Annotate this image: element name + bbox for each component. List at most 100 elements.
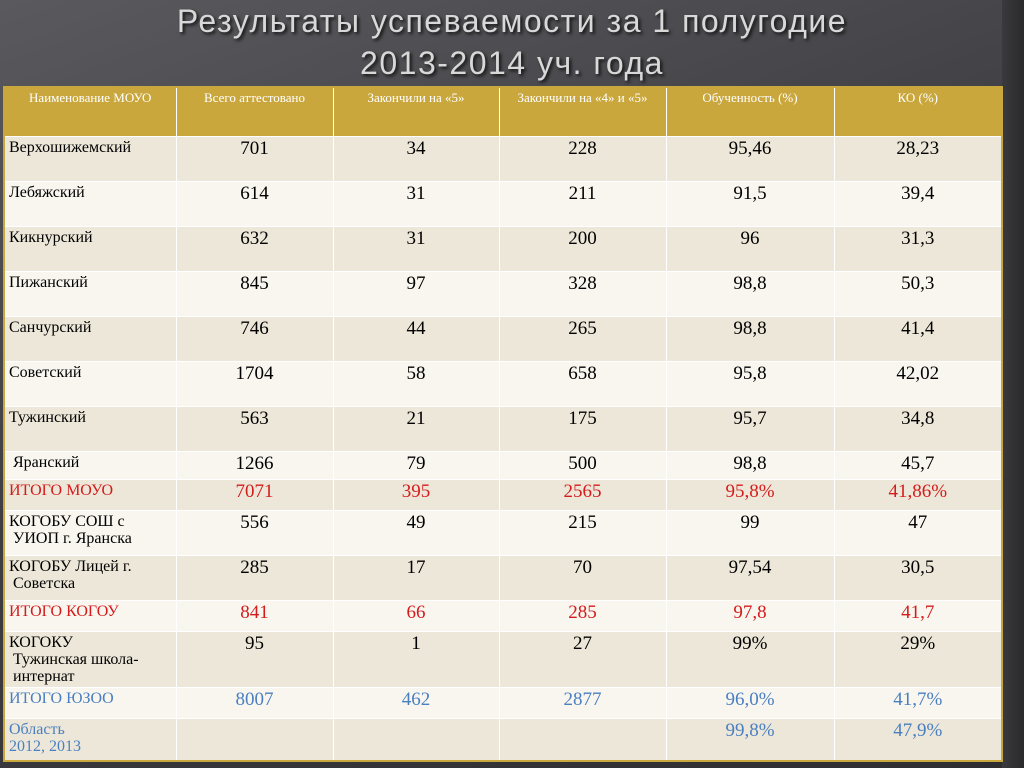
header-total: Всего аттестовано [175,86,334,137]
cell-four-five: 27 [498,631,667,688]
cell-ko: 42,02 [833,361,1003,407]
cell-ko: 47,9% [833,718,1003,762]
cell-learned: 97,54 [665,555,835,601]
row-name-line-3: интернат [13,668,75,685]
slide-side-bar [1002,0,1024,768]
cell-four-five: 2565 [498,479,667,511]
row-name-line-2: Советска [13,575,76,592]
cell-five: 462 [332,687,500,719]
cell-five: 58 [332,361,500,407]
row-name-line-1: КОГОКУ [9,634,73,651]
cell-five: 1 [332,631,500,688]
row-name: ИТОГО МОУО [3,479,177,511]
cell-four-five: 175 [498,406,667,452]
header-five: Закончили на «5» [332,86,500,137]
cell-ko: 30,5 [833,555,1003,601]
cell-total: 8007 [175,687,334,719]
cell-four-five: 228 [498,136,667,182]
cell-learned: 99% [665,631,835,688]
cell-four-five: 2877 [498,687,667,719]
header-ko: КО (%) [833,86,1003,137]
row-name-line-2: Тужинская школа- [13,651,139,668]
cell-ko: 41,7 [833,600,1003,632]
cell-learned: 95,8 [665,361,835,407]
total-row-mouo: ИТОГО МОУО 7071 395 2565 95,8% 41,86% [3,479,1003,511]
cell-total [175,718,334,762]
cell-total: 841 [175,600,334,632]
cell-five: 21 [332,406,500,452]
cell-total: 632 [175,226,334,272]
row-name: Кикнурский [3,226,177,272]
row-name-line-1: Область [9,721,65,738]
row-name: ИТОГО КОГОУ [3,600,177,632]
cell-total: 285 [175,555,334,601]
cell-learned: 91,5 [665,181,835,227]
cell-learned: 99 [665,510,835,556]
cell-total: 701 [175,136,334,182]
total-row-yuzoo: ИТОГО ЮЗОО 8007 462 2877 96,0% 41,7% [3,687,1003,719]
cell-five: 34 [332,136,500,182]
cell-ko: 39,4 [833,181,1003,227]
row-name: КОГОБУ Лицей г. Советска [3,555,177,601]
table-header-row: Наименование МОУО Всего аттестовано Зако… [3,86,1003,137]
cell-total: 746 [175,316,334,362]
cell-learned: 98,8 [665,451,835,480]
cell-ko: 45,7 [833,451,1003,480]
cell-five: 49 [332,510,500,556]
row-name: Верхошижемский [3,136,177,182]
cell-learned: 98,8 [665,316,835,362]
header-learned: Обученность (%) [665,86,835,137]
table-row: Лебяжский 614 31 211 91,5 39,4 [3,181,1003,227]
row-name: Санчурский [3,316,177,362]
slide-title: Результаты успеваемости за 1 полугодие 2… [0,0,1024,86]
table-row: КОГОКУ Тужинская школа- интернат 95 1 27… [3,631,1003,688]
total-row-kogou: ИТОГО КОГОУ 841 66 285 97,8 41,7 [3,600,1003,632]
table-row: Санчурский 746 44 265 98,8 41,4 [3,316,1003,362]
cell-four-five: 285 [498,600,667,632]
row-name-line-1: КОГОБУ СОШ с [9,513,125,530]
row-name: КОГОБУ СОШ с УИОП г. Яранска [3,510,177,556]
table-row: Яранский 1266 79 500 98,8 45,7 [3,451,1003,480]
cell-five: 395 [332,479,500,511]
results-table: Наименование МОУО Всего аттестовано Зако… [3,86,1003,762]
cell-total: 1704 [175,361,334,407]
cell-learned: 99,8% [665,718,835,762]
cell-four-five: 328 [498,271,667,317]
table-row: КОГОБУ СОШ с УИОП г. Яранска 556 49 215 … [3,510,1003,556]
row-name: Тужинский [3,406,177,452]
cell-ko: 47 [833,510,1003,556]
cell-total: 845 [175,271,334,317]
cell-five: 66 [332,600,500,632]
oblast-row: Область 2012, 2013 99,8% 47,9% [3,718,1003,762]
title-line-1: Результаты успеваемости за 1 полугодие [176,3,848,39]
header-name: Наименование МОУО [3,86,177,137]
cell-five: 31 [332,181,500,227]
table-row: Верхошижемский 701 34 228 95,46 28,23 [3,136,1003,182]
header-four-five: Закончили на «4» и «5» [498,86,667,137]
title-line-2: 2013-2014 уч. года [360,45,664,81]
row-name: Советский [3,361,177,407]
cell-five: 31 [332,226,500,272]
row-name: ИТОГО ЮЗОО [3,687,177,719]
cell-four-five: 265 [498,316,667,362]
cell-learned: 95,46 [665,136,835,182]
cell-five: 79 [332,451,500,480]
table-row: КОГОБУ Лицей г. Советска 285 17 70 97,54… [3,555,1003,601]
row-name-line-2: 2012, 2013 [9,738,81,755]
table-row: Пижанский 845 97 328 98,8 50,3 [3,271,1003,317]
cell-five: 44 [332,316,500,362]
cell-learned: 97,8 [665,600,835,632]
cell-total: 556 [175,510,334,556]
cell-five: 97 [332,271,500,317]
cell-total: 1266 [175,451,334,480]
cell-ko: 41,86% [833,479,1003,511]
cell-five [332,718,500,762]
cell-learned: 96,0% [665,687,835,719]
table-row: Кикнурский 632 31 200 96 31,3 [3,226,1003,272]
cell-ko: 28,23 [833,136,1003,182]
cell-four-five: 200 [498,226,667,272]
cell-learned: 98,8 [665,271,835,317]
cell-ko: 29% [833,631,1003,688]
cell-total: 563 [175,406,334,452]
row-name: Пижанский [3,271,177,317]
